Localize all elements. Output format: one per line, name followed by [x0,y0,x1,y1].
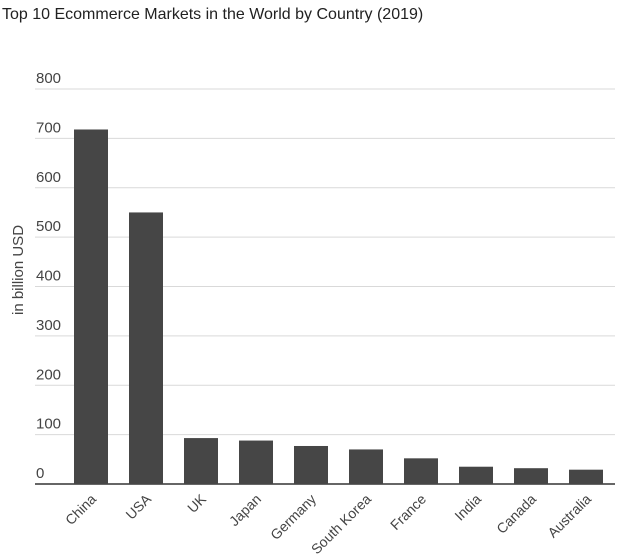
y-tick-label: 600 [36,169,61,186]
y-tick-label: 700 [36,119,61,136]
y-tick-label: 400 [36,268,61,285]
x-tick-label: South Korea [308,491,375,557]
bar-canada [514,468,548,484]
bar-japan [239,440,273,484]
bars [74,129,603,485]
x-tick-label: Australia [544,491,594,541]
bar-china [74,129,108,485]
bar-germany [294,445,328,484]
x-tick-label: UK [184,490,210,516]
bar-uk [184,438,218,484]
y-tick-label: 100 [36,416,61,433]
x-tick-label: Germany [267,491,319,543]
x-tick-label: Canada [493,491,539,537]
y-tick-label: 300 [36,317,61,334]
y-tick-label: 200 [36,366,61,383]
x-tick-label: Japan [226,491,264,529]
y-axis-label: in billion USD [10,225,27,315]
y-tick-labels: 0 100 200 300 400 500 600 700 800 [36,70,61,482]
y-tick-label: 800 [36,70,61,87]
x-tick-label: India [451,491,484,524]
bar-usa [129,212,163,484]
y-tick-label: 0 [36,465,44,482]
bar-france [404,458,438,484]
bar-australia [569,469,603,484]
y-tick-label: 500 [36,218,61,235]
bar-south-korea [349,449,383,484]
gridlines [35,88,615,485]
x-tick-label: China [62,491,99,528]
x-tick-label: France [387,491,429,533]
x-tick-label: USA [122,490,154,522]
bar-india [459,466,493,484]
chart-title: Top 10 Ecommerce Markets in the World by… [2,6,424,23]
